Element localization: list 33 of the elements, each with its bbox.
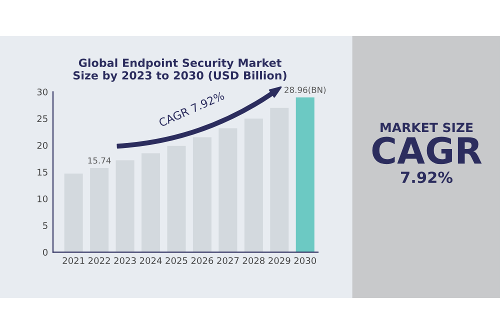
bar [218,128,238,252]
x-tick-label: 2025 [166,257,188,264]
x-tick-label: 2029 [268,257,290,264]
chart-title: Global Endpoint Security Market Size by 2023 to 2030 (USD Billion) [73,58,286,82]
bar [90,168,109,252]
x-tick-label: 2027 [217,257,239,264]
bar [296,97,314,252]
x-tick-label: 2023 [114,257,136,264]
y-tick-label: 5 [43,222,48,230]
x-tick-label: 2022 [88,257,110,264]
x-tick-label: 2021 [62,257,84,264]
text: CAGR [372,136,482,164]
bar [167,146,186,252]
y-tick-label: 25 [37,115,48,122]
bar [116,160,134,252]
bar [192,137,212,252]
y-tick-label: 15 [38,168,48,176]
bar [270,108,289,252]
bar [244,118,263,252]
y-tick-label: 30 [37,88,48,96]
text: 7.92% [401,172,453,184]
x-tick-label: 2024 [140,257,162,264]
x-tick-label: 2030 [294,257,316,264]
y-tick-label: 10 [38,195,48,202]
y-tick-label: 0 [42,248,48,256]
y-tick-label: 20 [37,142,48,149]
data-label: 15.74 [88,157,111,164]
x-tick-label: 2026 [191,257,214,264]
text: MARKET SIZE [380,122,473,132]
x-tick-label: 2028 [242,257,265,264]
bar [64,174,83,252]
bar [142,153,160,252]
data-label: 28.96(BN) [284,86,326,94]
